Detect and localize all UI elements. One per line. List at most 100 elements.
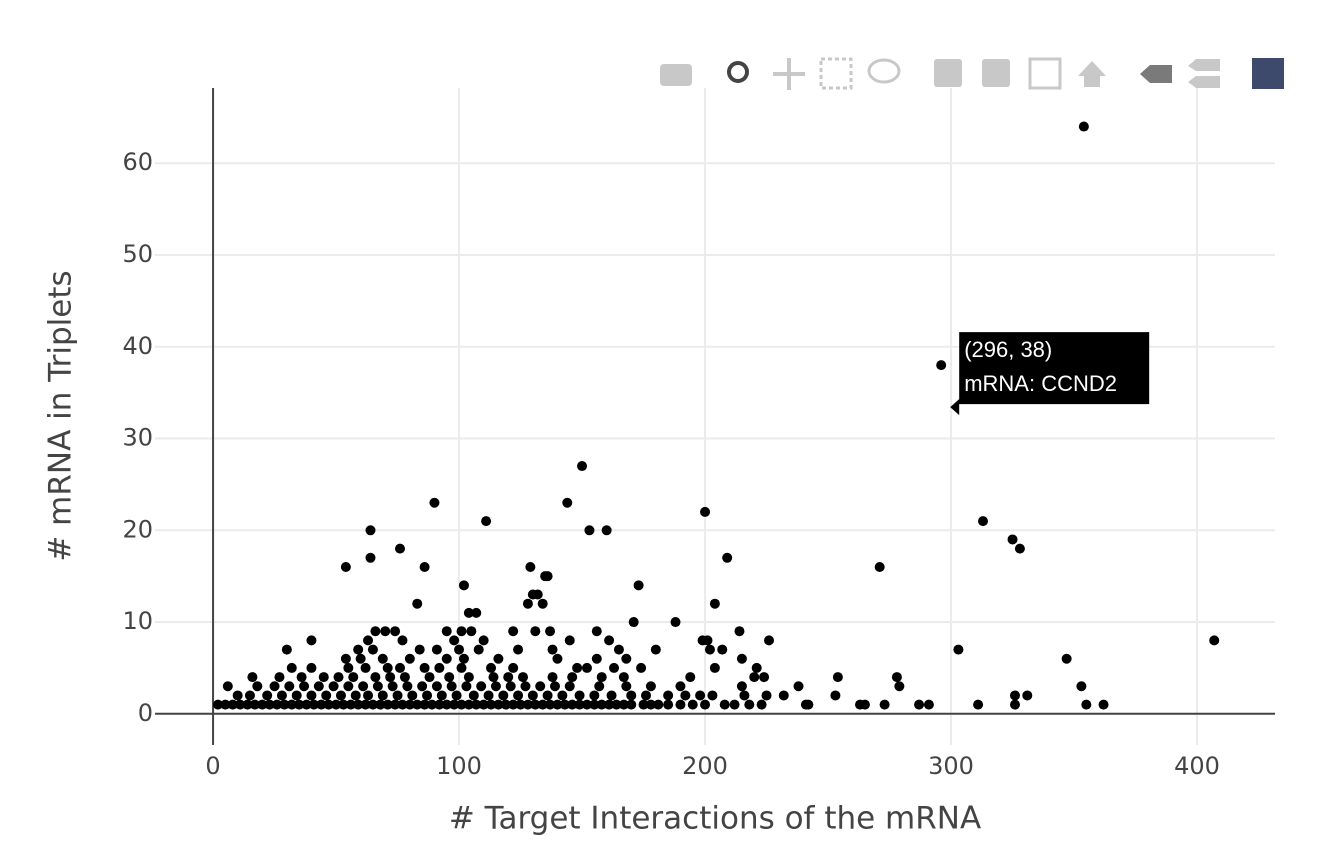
y-tick-label: 10 <box>122 607 153 635</box>
point <box>390 699 401 710</box>
point <box>441 699 452 710</box>
point <box>574 690 585 701</box>
point <box>257 699 268 710</box>
point <box>458 580 469 591</box>
zoom-icon[interactable] <box>727 61 749 83</box>
point <box>734 626 745 637</box>
point <box>709 662 720 673</box>
point <box>212 699 223 710</box>
point <box>675 681 686 692</box>
point <box>412 699 423 710</box>
point <box>749 672 760 683</box>
point <box>525 561 536 572</box>
point <box>402 681 413 692</box>
point <box>1061 653 1072 664</box>
spike-icon[interactable] <box>1140 65 1172 83</box>
point <box>537 699 548 710</box>
point <box>606 690 617 701</box>
point <box>323 699 334 710</box>
point <box>503 672 514 683</box>
point <box>522 598 533 609</box>
point <box>572 662 583 673</box>
point <box>404 699 415 710</box>
point <box>761 690 772 701</box>
point <box>508 699 519 710</box>
point <box>360 699 371 710</box>
zoom-out-icon[interactable] <box>982 59 1010 87</box>
x-tick-label: 0 <box>205 752 220 780</box>
point <box>397 699 408 710</box>
point <box>284 681 295 692</box>
zoom-in-icon[interactable] <box>934 59 962 87</box>
point <box>687 699 698 710</box>
y-axis-title: # mRNA in Triplets <box>43 270 79 561</box>
point <box>680 690 691 701</box>
point <box>704 644 715 655</box>
point <box>739 690 750 701</box>
point <box>446 681 457 692</box>
point <box>296 672 307 683</box>
point <box>463 672 474 683</box>
point <box>279 699 290 710</box>
point <box>717 644 728 655</box>
plotly-logo[interactable] <box>1252 58 1284 89</box>
point <box>520 681 531 692</box>
modebar <box>660 57 1284 90</box>
home-icon[interactable] <box>1078 61 1106 87</box>
point <box>377 690 388 701</box>
point <box>707 690 718 701</box>
point <box>645 699 656 710</box>
point <box>633 580 644 591</box>
point <box>363 635 374 646</box>
point <box>390 626 401 637</box>
point <box>249 699 260 710</box>
point <box>451 690 462 701</box>
point <box>461 681 472 692</box>
select-icon[interactable] <box>819 57 853 90</box>
lasso-icon[interactable] <box>867 58 901 84</box>
y-tick-label: 0 <box>138 699 153 727</box>
point <box>449 699 460 710</box>
point <box>874 561 885 572</box>
camera-icon[interactable] <box>660 64 692 86</box>
point <box>702 635 713 646</box>
autoscale-icon[interactable] <box>1028 57 1062 90</box>
point <box>581 662 592 673</box>
point <box>281 644 292 655</box>
point <box>557 690 568 701</box>
point <box>375 699 386 710</box>
point <box>392 690 403 701</box>
point <box>471 607 482 618</box>
y-tick-label: 60 <box>122 148 153 176</box>
compare-icon[interactable] <box>1188 59 1220 88</box>
point <box>709 598 720 609</box>
point <box>367 644 378 655</box>
point <box>434 662 445 673</box>
point <box>414 644 425 655</box>
point <box>343 662 354 673</box>
point <box>505 681 516 692</box>
point <box>663 699 674 710</box>
point <box>700 699 711 710</box>
point <box>832 672 843 683</box>
point <box>508 626 519 637</box>
point <box>360 662 371 673</box>
point <box>424 672 435 683</box>
point <box>653 699 664 710</box>
point <box>338 699 349 710</box>
point <box>618 699 629 710</box>
pan-icon[interactable] <box>773 58 805 90</box>
point <box>1078 121 1089 132</box>
point <box>530 699 541 710</box>
point <box>618 672 629 683</box>
point <box>299 681 310 692</box>
point <box>567 672 578 683</box>
point <box>350 690 361 701</box>
point <box>542 571 553 582</box>
point <box>545 699 556 710</box>
point <box>454 644 465 655</box>
point <box>343 681 354 692</box>
point <box>638 699 649 710</box>
point <box>736 681 747 692</box>
point <box>399 672 410 683</box>
